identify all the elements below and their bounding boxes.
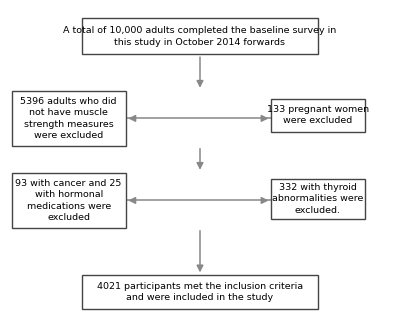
FancyBboxPatch shape xyxy=(82,275,318,308)
FancyBboxPatch shape xyxy=(82,18,318,54)
Text: 332 with thyroid
abnormalities were
excluded.: 332 with thyroid abnormalities were excl… xyxy=(272,183,363,215)
Text: 93 with cancer and 25
with hormonal
medications were
excluded: 93 with cancer and 25 with hormonal medi… xyxy=(16,179,122,222)
Text: 133 pregnant women
were excluded: 133 pregnant women were excluded xyxy=(266,105,369,126)
Text: 4021 participants met the inclusion criteria
and were included in the study: 4021 participants met the inclusion crit… xyxy=(97,282,303,302)
FancyBboxPatch shape xyxy=(270,179,365,219)
FancyBboxPatch shape xyxy=(12,173,126,228)
FancyBboxPatch shape xyxy=(270,99,365,132)
Text: 5396 adults who did
not have muscle
strength measures
were excluded: 5396 adults who did not have muscle stre… xyxy=(20,97,117,140)
Text: A total of 10,000 adults completed the baseline survey in
this study in October : A total of 10,000 adults completed the b… xyxy=(63,26,337,47)
FancyBboxPatch shape xyxy=(12,91,126,146)
